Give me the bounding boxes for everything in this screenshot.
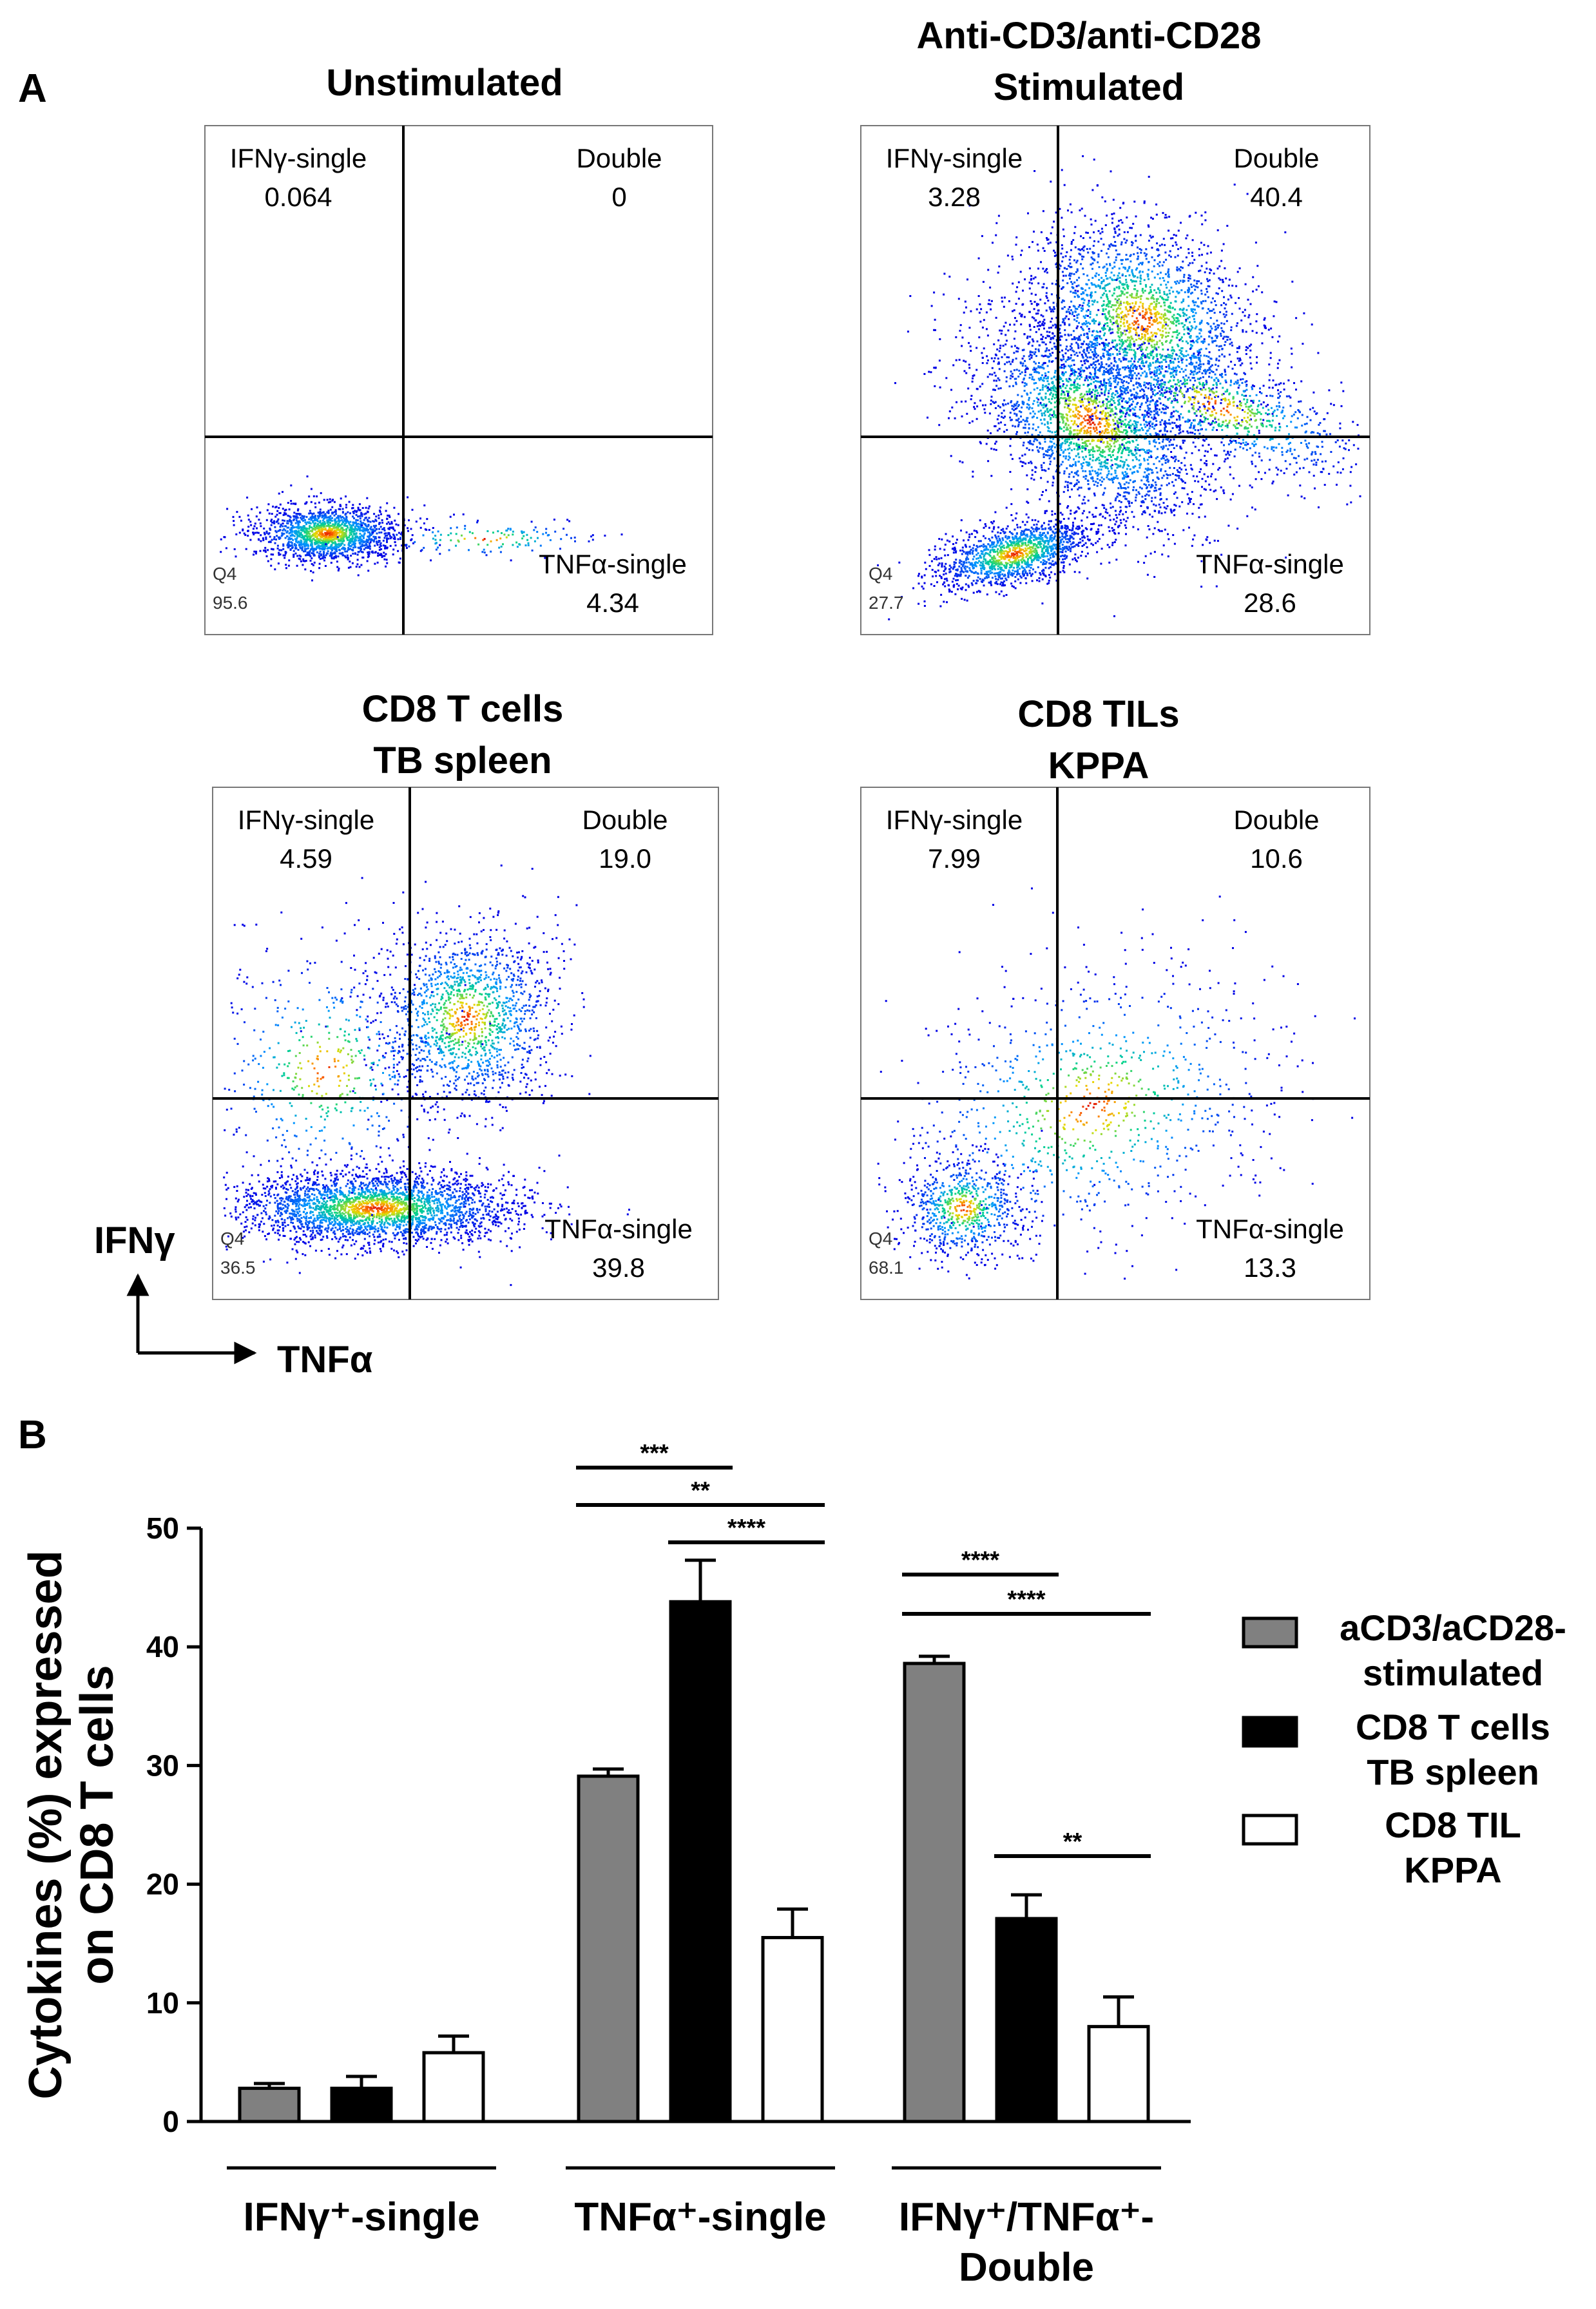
quadrant-lr-value: 28.6 (1244, 588, 1296, 618)
quadrant-lr-label: TNFα-single (544, 1214, 693, 1244)
quadrant-ur-label: Double (1233, 143, 1319, 173)
quadrant-ur-value: 0 (611, 182, 626, 212)
legend-swatch (1242, 1616, 1298, 1649)
quadrant-lr-value: 4.34 (586, 588, 639, 618)
bar (577, 1774, 640, 2123)
legend-label: stimulated (1363, 1653, 1543, 1693)
legend-label: CD8 TIL (1385, 1805, 1521, 1845)
bar (669, 1600, 732, 2123)
legend-label: aCD3/aCD28- (1340, 1607, 1566, 1648)
legend-swatch (1242, 1814, 1298, 1846)
quadrant-lr-value: 13.3 (1244, 1252, 1296, 1283)
flow-plot-title: Anti-CD3/anti-CD28 (917, 15, 1262, 57)
y-tick-label: 50 (146, 1511, 179, 1545)
quadrant-ul-value: 4.59 (280, 843, 332, 874)
legend-label: TB spleen (1367, 1752, 1539, 1792)
quadrant-ul-label: IFNγ-single (238, 805, 374, 835)
significance-label: ** (1063, 1828, 1082, 1855)
legend-label: KPPA (1404, 1850, 1501, 1890)
flow-plot-title: KPPA (1048, 745, 1149, 787)
y-tick-label: 0 (162, 2105, 179, 2138)
bar-chart: 0 10 20 30 40 50 Cytokines (%) expressed on CD8… (20, 1440, 1566, 2290)
panel-a-letter: A (18, 66, 47, 111)
flow-plots: Unstimulated IFNγ-single 0.064 Double 0 TNFα-… (204, 15, 1370, 1300)
flow-plot: CD8 TILs KPPA IFNγ-single 7.99 Double 10.6 TNF… (860, 693, 1370, 1300)
flow-plot-title: Stimulated (994, 66, 1185, 108)
quadrant-ur-label: Double (582, 805, 668, 835)
legend-swatch (1242, 1716, 1298, 1748)
quadrant-ur-label: Double (576, 143, 662, 173)
flow-plot-title: TB spleen (373, 740, 552, 781)
quadrant-ur-label: Double (1233, 805, 1319, 835)
quadrant-ul-value: 3.28 (928, 182, 981, 212)
quadrant-lr-value: 39.8 (592, 1252, 645, 1283)
flow-dots (877, 155, 1361, 620)
quadrant-ur-value: 19.0 (599, 843, 651, 874)
bar (995, 1917, 1058, 2123)
flow-plot-title: CD8 T cells (362, 688, 564, 730)
quadrant-ll-value: 68.1 (869, 1258, 904, 1278)
quadrant-ll-gate: Q4 (213, 564, 236, 584)
quadrant-ll-value: 36.5 (220, 1258, 256, 1278)
flow-plot-frame (204, 125, 713, 635)
bar (238, 2086, 301, 2123)
quadrant-ur-value: 40.4 (1250, 182, 1303, 212)
y-tick-label: 20 (146, 1868, 179, 1901)
x-group-label: IFNγ⁺-single (244, 2195, 480, 2239)
panel-b-letter: B (18, 1413, 47, 1457)
flow-plot: CD8 T cells TB spleen IFNγ-single 4.59 Doubl… (212, 688, 719, 1300)
quadrant-lr-label: TNFα-single (1196, 1214, 1344, 1244)
bar (330, 2086, 393, 2123)
bar (422, 2051, 485, 2123)
quadrant-ul-value: 7.99 (928, 843, 981, 874)
quadrant-lr-label: TNFα-single (1196, 549, 1344, 579)
x-group-label: IFNγ⁺/TNFα⁺- (899, 2195, 1154, 2239)
y-axis-label: on CD8 T cells (72, 1665, 123, 1984)
significance-label: *** (640, 1440, 669, 1467)
y-tick-label: 30 (146, 1749, 179, 1782)
y-tick-label: 40 (146, 1630, 179, 1663)
x-group-label: TNFα⁺-single (574, 2195, 826, 2239)
quadrant-lr-label: TNFα-single (539, 549, 687, 579)
y-tick-label: 10 (146, 1986, 179, 2020)
bar (1087, 2025, 1150, 2123)
quadrant-ll-gate: Q4 (869, 1229, 892, 1249)
axis-indicator-tnfa: TNFα (277, 1339, 373, 1381)
quadrant-ul-label: IFNγ-single (886, 143, 1023, 173)
quadrant-ll-gate: Q4 (220, 1229, 244, 1249)
flow-plot-frame (860, 787, 1370, 1300)
bar (761, 1935, 824, 2123)
x-group-label: Double (959, 2245, 1094, 2290)
flow-dots (877, 887, 1356, 1280)
significance-label: **** (1007, 1586, 1045, 1613)
quadrant-ll-value: 27.7 (869, 593, 904, 613)
flow-plot-title: CD8 TILs (1017, 693, 1179, 735)
quadrant-ul-label: IFNγ-single (886, 805, 1023, 835)
flow-plot: Anti-CD3/anti-CD28 Stimulated IFNγ-single 3… (860, 15, 1370, 635)
quadrant-ul-label: IFNγ-single (230, 143, 367, 173)
legend-label: CD8 T cells (1356, 1707, 1550, 1747)
significance-label: ** (691, 1477, 710, 1504)
flow-plot: Unstimulated IFNγ-single 0.064 Double 0 TNFα-… (204, 62, 713, 635)
y-axis-label: Cytokines (%) expressed (20, 1550, 72, 2099)
quadrant-ll-value: 95.6 (213, 593, 248, 613)
bar (903, 1662, 966, 2123)
quadrant-ul-value: 0.064 (264, 182, 332, 212)
flow-dots (223, 864, 630, 1287)
axis-indicator-ifng: IFNγ (94, 1220, 175, 1261)
significance-label: **** (727, 1515, 765, 1542)
quadrant-ll-gate: Q4 (869, 564, 892, 584)
axis-indicator: IFNγ TNFα (94, 1220, 373, 1381)
quadrant-ur-value: 10.6 (1250, 843, 1303, 874)
significance-label: **** (961, 1547, 999, 1574)
flow-dots (220, 475, 623, 582)
flow-plot-title: Unstimulated (326, 62, 562, 104)
